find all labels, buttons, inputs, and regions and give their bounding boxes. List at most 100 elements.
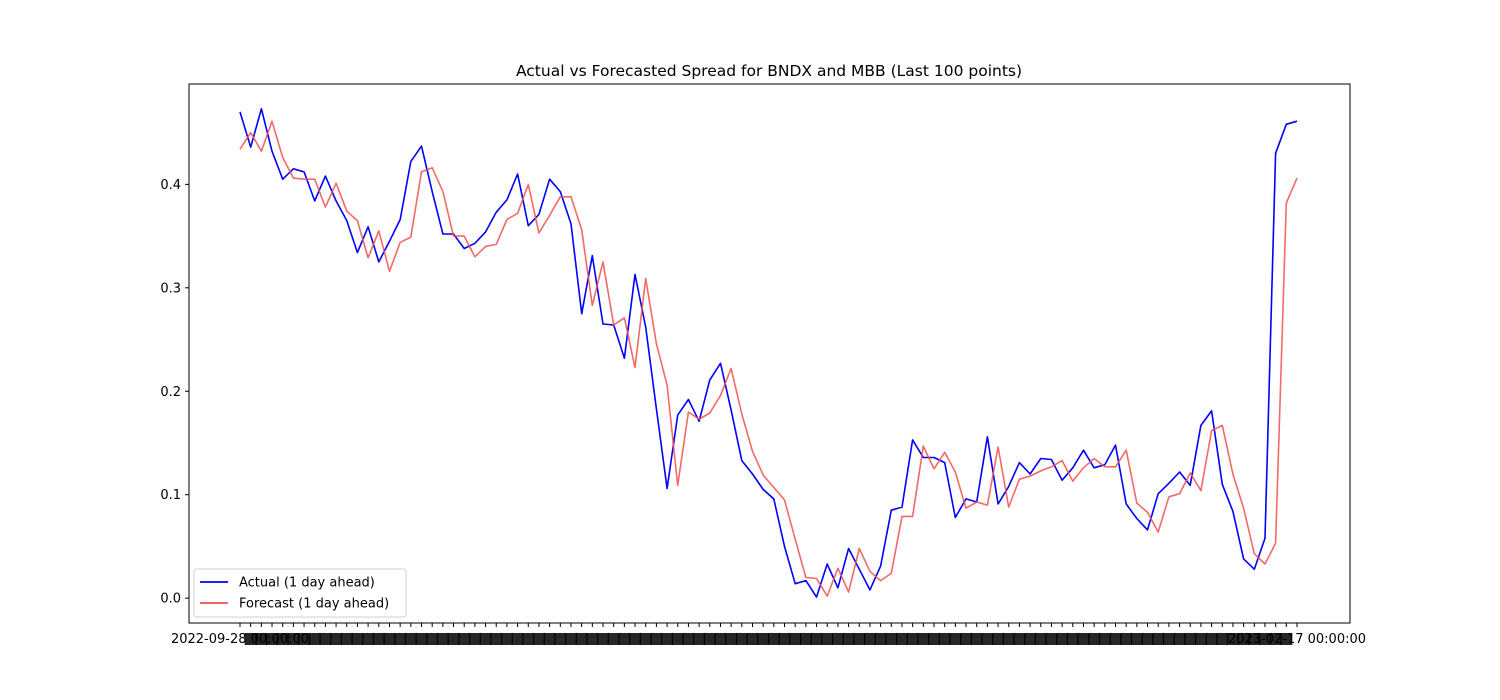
x-tick-label-overlap — [458, 633, 471, 645]
x-tick-label-overlap — [362, 633, 375, 645]
y-tick-label: 0.4 — [160, 178, 181, 193]
x-tick-label-overlap — [597, 633, 610, 645]
x-axis: 2022-09-28 00:00:00 2023-02-17 00:00:00 — [171, 623, 1366, 647]
x-tick-label-overlap — [725, 633, 738, 645]
x-tick-label-overlap — [1269, 633, 1282, 645]
x-tick-label-overlap — [960, 633, 973, 645]
x-tick-label-overlap — [394, 633, 407, 645]
y-tick-label: 0.3 — [160, 281, 181, 296]
x-tick-label-overlap — [447, 633, 460, 645]
y-tick-label: 0.2 — [160, 385, 181, 400]
x-tick-label-overlap — [554, 633, 567, 645]
x-tick-label-overlap — [244, 633, 257, 645]
x-tick-label-overlap — [810, 633, 823, 645]
legend: Actual (1 day ahead) Forecast (1 day ahea… — [193, 568, 407, 618]
x-tick-label-overlap — [340, 633, 353, 645]
x-tick-label-overlap — [1098, 633, 1111, 645]
x-tick-label-overlap — [1205, 633, 1218, 645]
x-tick-label-overlap — [490, 633, 503, 645]
x-tick-label-overlap — [500, 633, 513, 645]
x-tick-label-overlap — [276, 633, 289, 645]
x-tick-label-overlap — [511, 633, 524, 645]
legend-label-forecast: Forecast (1 day ahead) — [239, 597, 389, 612]
x-tick-label-overlap — [767, 633, 780, 645]
x-tick-label-overlap — [436, 633, 449, 645]
x-tick-label-overlap — [266, 633, 279, 645]
x-tick-label-overlap — [746, 633, 759, 645]
x-tick-label-overlap — [1226, 633, 1239, 645]
x-tick-label-overlap — [1034, 633, 1047, 645]
x-tick-label-overlap — [885, 633, 898, 645]
x-tick-label-overlap — [575, 633, 588, 645]
x-tick-label-overlap — [842, 633, 855, 645]
plot-area — [188, 83, 1351, 624]
x-tick-label-overlap — [1216, 633, 1229, 645]
plot-frame — [188, 83, 1351, 624]
x-tick-label-overlap — [949, 633, 962, 645]
x-tick-label-overlap — [415, 633, 428, 645]
x-tick-label-overlap — [1056, 633, 1069, 645]
x-tick-label-overlap — [863, 633, 876, 645]
x-tick-label-overlap — [714, 633, 727, 645]
x-tick-label-overlap — [1248, 633, 1261, 645]
x-tick-label-overlap — [1280, 633, 1293, 645]
x-tick-label-overlap — [308, 633, 321, 645]
x-tick-label-overlap — [917, 633, 930, 645]
x-tick-label-overlap — [1013, 633, 1026, 645]
x-tick-label-overlap — [607, 633, 620, 645]
x-tick-label-overlap — [287, 633, 300, 645]
x-tick-label-overlap — [586, 633, 599, 645]
x-tick-label-overlap — [1194, 633, 1207, 645]
x-tick-label-overlap — [671, 633, 684, 645]
x-tick-label-overlap — [1066, 633, 1079, 645]
x-tick-label-overlap — [831, 633, 844, 645]
x-tick-label-overlap — [661, 633, 674, 645]
x-tick-label-overlap — [682, 633, 695, 645]
legend-label-actual: Actual (1 day ahead) — [239, 576, 375, 591]
x-tick-label-overlap — [1024, 633, 1037, 645]
x-tick-label-overlap — [1045, 633, 1058, 645]
x-tick-label-overlap — [927, 633, 940, 645]
x-tick-label-overlap — [703, 633, 716, 645]
x-tick-label-overlap — [821, 633, 834, 645]
x-tick-label-overlap — [468, 633, 481, 645]
series-line-forecast — [239, 120, 1298, 597]
x-tick-label-overlap — [532, 633, 545, 645]
x-tick-label-overlap — [1258, 633, 1271, 645]
chart-title: Actual vs Forecasted Spread for BNDX and… — [516, 62, 1022, 80]
x-tick-label-overlap — [789, 633, 802, 645]
x-tick-label-overlap — [629, 633, 642, 645]
x-tick-label-overlap — [426, 633, 439, 645]
series-points-actual — [239, 108, 1298, 598]
x-tick-label-overlap — [1184, 633, 1197, 645]
legend-box — [193, 568, 407, 618]
y-axis: 0.0 0.1 0.2 0.3 0.4 — [160, 178, 189, 607]
x-tick-label-overlap — [1141, 633, 1154, 645]
series-line-actual — [239, 108, 1298, 598]
x-tick-label-overlap — [906, 633, 919, 645]
x-tick-label-overlap — [970, 633, 983, 645]
x-tick-label-overlap — [1237, 633, 1250, 645]
x-tick-label-overlap — [693, 633, 706, 645]
x-tick-label-overlap — [1162, 633, 1175, 645]
x-tick-label-overlap — [1002, 633, 1015, 645]
x-tick-label-overlap — [799, 633, 812, 645]
x-tick-label-overlap — [564, 633, 577, 645]
x-tick-label-overlap — [992, 633, 1005, 645]
x-tick-label-overlap — [853, 633, 866, 645]
x-tick-label-overlap — [895, 633, 908, 645]
x-tick-label-overlap — [522, 633, 535, 645]
x-tick-label-overlap — [1130, 633, 1143, 645]
x-tick-label-overlap — [618, 633, 631, 645]
y-tick-label: 0.1 — [160, 488, 181, 503]
x-tick-label-overlap — [639, 633, 652, 645]
x-tick-label-overlap — [404, 633, 417, 645]
x-tick-label-overlap — [874, 633, 887, 645]
x-tick-label-overlap — [383, 633, 396, 645]
series-points-forecast — [239, 121, 1298, 597]
x-tick-label-overlap — [778, 633, 791, 645]
x-tick-label-overlap — [1109, 633, 1122, 645]
x-tick-label-overlap — [650, 633, 663, 645]
series-layer — [239, 108, 1298, 598]
